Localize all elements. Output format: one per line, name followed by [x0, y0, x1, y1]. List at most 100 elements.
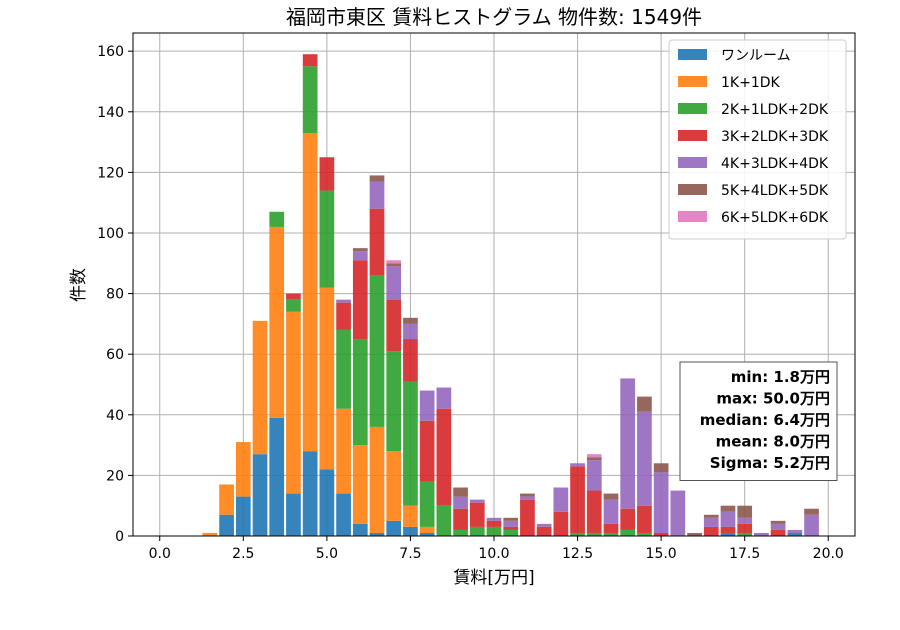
bar-segment — [637, 396, 652, 412]
bar-segment — [486, 517, 502, 521]
bar-segment — [570, 466, 585, 533]
bar-segment — [720, 526, 736, 533]
bar-segment — [586, 490, 602, 533]
y-axis-label: 件数 — [69, 268, 89, 302]
bar-segment — [787, 532, 803, 536]
bars — [202, 54, 819, 536]
bar-segment — [219, 514, 234, 536]
bar-segment — [403, 381, 418, 506]
bar-segment — [653, 472, 669, 533]
bar-segment — [369, 175, 385, 182]
bar-segment — [352, 445, 368, 524]
x-tick-label: 7.5 — [399, 546, 421, 562]
bar-segment — [286, 299, 301, 312]
y-tick-label: 20 — [106, 468, 124, 484]
x-tick-label: 17.5 — [729, 546, 760, 562]
bar-segment — [286, 293, 301, 300]
bar-segment — [386, 260, 402, 264]
bar-segment — [386, 520, 402, 536]
bar-segment — [486, 520, 502, 527]
legend-label: 1K+1DK — [721, 75, 781, 91]
bar-segment — [419, 390, 435, 421]
bar-segment — [403, 339, 418, 382]
bar-segment — [336, 408, 351, 494]
bar-segment — [486, 526, 502, 536]
bar-segment — [219, 484, 234, 515]
bar-segment — [436, 387, 452, 409]
legend-swatch — [678, 76, 707, 87]
x-axis-ticks: 0.0 2.5 5.0 7.5 10.0 12.5 15.0 17.5 20.0 — [149, 536, 844, 562]
chart-title: 福岡市東区 賃料ヒストグラム 物件数: 1549件 — [286, 5, 702, 29]
bar-segment — [503, 529, 519, 536]
y-tick-label: 160 — [97, 44, 124, 60]
bar-segment — [469, 526, 485, 536]
bar-segment — [352, 339, 368, 446]
bar-segment — [553, 511, 569, 536]
bar-segment — [386, 451, 402, 521]
bar-segment — [570, 463, 585, 467]
bar-segment — [286, 311, 301, 494]
bar-segment — [603, 532, 619, 536]
bar-segment — [419, 532, 435, 536]
x-axis-label: 賃料[万円] — [453, 568, 534, 588]
stats-line: min: 1.8万円 — [731, 368, 830, 386]
y-tick-label: 80 — [106, 287, 124, 303]
bar-segment — [319, 287, 335, 470]
y-tick-label: 60 — [106, 347, 124, 363]
bar-segment — [703, 517, 719, 527]
legend-label: 2K+1LDK+2DK — [721, 102, 829, 118]
bar-segment — [637, 505, 652, 533]
bar-segment — [202, 532, 218, 536]
bar-segment — [620, 529, 636, 536]
bar-segment — [703, 514, 719, 518]
bar-segment — [720, 505, 736, 512]
bar-segment — [352, 251, 368, 261]
y-tick-label: 40 — [106, 408, 124, 424]
bar-segment — [319, 469, 335, 536]
x-tick-label: 5.0 — [316, 546, 338, 562]
bar-segment — [403, 505, 418, 527]
bar-segment — [586, 457, 602, 461]
bar-segment — [352, 523, 368, 536]
bar-segment — [403, 526, 418, 536]
bar-segment — [369, 275, 385, 427]
x-tick-label: 10.0 — [478, 546, 509, 562]
bar-segment — [787, 529, 803, 533]
bar-segment — [770, 523, 786, 530]
x-tick-label: 2.5 — [232, 546, 254, 562]
legend-swatch — [678, 157, 707, 168]
legend-label: 3K+2LDK+3DK — [721, 129, 829, 145]
stats-box-frame — [679, 361, 838, 481]
bar-segment — [302, 451, 318, 536]
bar-segment — [302, 132, 318, 452]
bar-segment — [653, 532, 669, 536]
bar-segment — [737, 523, 753, 533]
legend-swatch — [678, 130, 707, 141]
bar-segment — [319, 190, 335, 288]
bar-segment — [419, 526, 435, 533]
bar-segment — [235, 496, 251, 536]
legend-label: 4K+3LDK+4DK — [721, 156, 829, 172]
legend-swatch — [678, 103, 707, 114]
legend-label: 6K+5LDK+6DK — [721, 210, 829, 226]
bar-segment — [570, 532, 585, 536]
bar-segment — [520, 496, 535, 500]
bar-segment — [620, 508, 636, 530]
y-tick-label: 100 — [97, 226, 124, 242]
y-tick-label: 140 — [97, 105, 124, 121]
bar-segment — [637, 532, 652, 536]
bar-segment — [302, 54, 318, 67]
bar-segment — [352, 260, 368, 340]
bar-segment — [336, 329, 351, 409]
x-tick-label: 0.0 — [149, 546, 171, 562]
bar-segment — [720, 532, 736, 536]
stats-line: Sigma: 5.2万円 — [710, 454, 830, 472]
bar-segment — [469, 499, 485, 503]
stats-line: mean: 8.0万円 — [716, 433, 830, 451]
bar-segment — [586, 460, 602, 491]
bar-segment — [269, 211, 285, 227]
bar-segment — [503, 517, 519, 521]
stats-line: max: 50.0万円 — [716, 390, 830, 408]
bar-segment — [804, 514, 819, 536]
